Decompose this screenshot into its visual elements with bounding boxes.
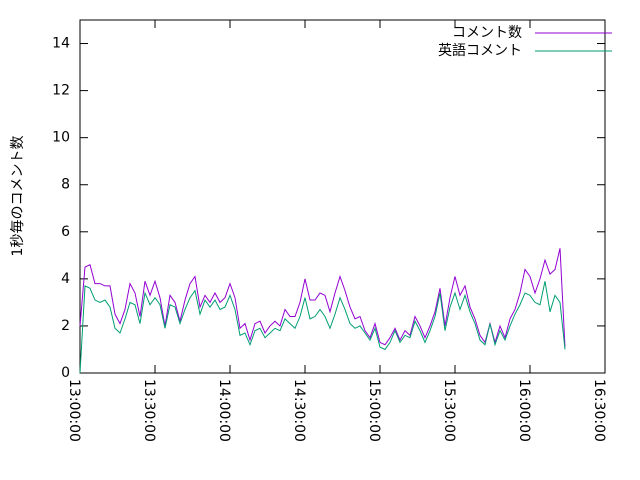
plot-frame bbox=[79, 19, 606, 374]
y-tick-label: 14 bbox=[52, 36, 70, 52]
y-axis-label: 1秒毎のコメント数 bbox=[10, 136, 26, 257]
x-tick-label: 16:30:00 bbox=[591, 379, 607, 442]
x-tick-label: 16:00:00 bbox=[516, 379, 532, 442]
y-tick-label: 10 bbox=[52, 130, 70, 146]
series-line bbox=[79, 281, 566, 374]
x-tick-label: 15:00:00 bbox=[366, 379, 382, 442]
x-tick-label: 14:00:00 bbox=[216, 379, 232, 442]
y-tick-label: 12 bbox=[52, 83, 70, 99]
series-line bbox=[79, 248, 566, 348]
y-tick-label: 2 bbox=[61, 318, 70, 334]
x-tick-label: 13:30:00 bbox=[141, 379, 157, 442]
x-tick-label: 13:00:00 bbox=[66, 379, 82, 442]
y-tick-label: 8 bbox=[61, 177, 70, 193]
legend-label: コメント数 bbox=[452, 25, 522, 41]
x-tick-label: 14:30:00 bbox=[291, 379, 307, 442]
y-tick-label: 6 bbox=[61, 224, 70, 240]
legend-label: 英語コメント bbox=[438, 42, 522, 59]
x-tick-label: 15:30:00 bbox=[441, 379, 457, 442]
y-tick-label: 4 bbox=[61, 271, 70, 287]
y-tick-label: 0 bbox=[61, 365, 70, 381]
